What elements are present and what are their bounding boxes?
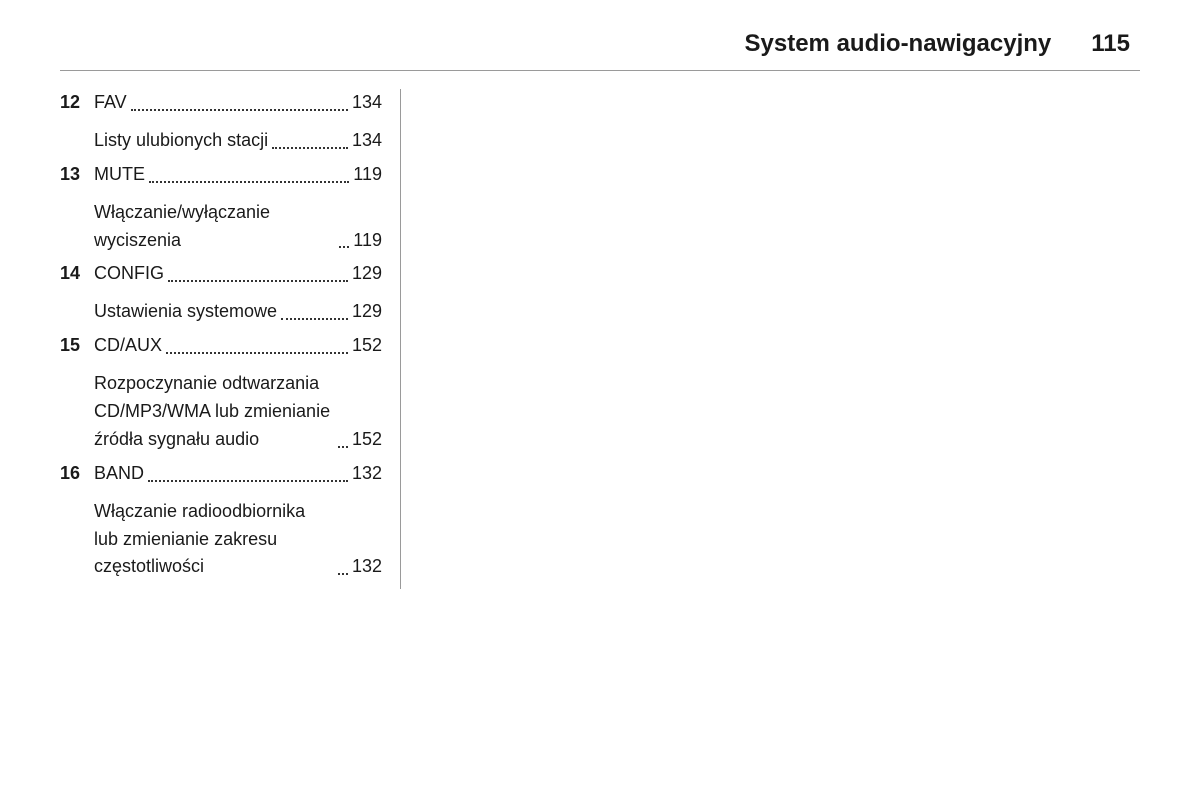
- dot-leader: [339, 234, 349, 249]
- column-separator: [400, 89, 401, 589]
- toc-entry: 15 CD/AUX 152: [60, 332, 382, 360]
- toc-subpage: 152: [352, 426, 382, 454]
- section-title: System audio-nawigacyjny: [745, 30, 1052, 58]
- dot-leader: [148, 467, 348, 482]
- dot-leader: [338, 433, 348, 448]
- toc-subentry: Włączanie/wyłączanie wyciszenia 119: [60, 199, 382, 255]
- toc-sublabel: Włączanie/wyłączanie wyciszenia: [94, 199, 335, 255]
- toc-body: Ustawienia systemowe 129: [94, 298, 382, 326]
- toc-page: 152: [352, 332, 382, 360]
- toc-number: 15: [60, 332, 94, 360]
- toc-body: MUTE 119: [94, 161, 382, 189]
- toc-body: CONFIG 129: [94, 260, 382, 288]
- toc-label: CD/AUX: [94, 332, 162, 360]
- dot-leader: [166, 339, 348, 354]
- toc-number: 16: [60, 460, 94, 488]
- toc-label: BAND: [94, 460, 144, 488]
- dot-leader: [272, 134, 348, 149]
- toc-entry: 14 CONFIG 129: [60, 260, 382, 288]
- toc-subentry: Ustawienia systemowe 129: [60, 298, 382, 326]
- dot-leader: [338, 561, 348, 576]
- dot-leader: [149, 168, 349, 183]
- toc-number: 12: [60, 89, 94, 117]
- toc-sublabel: Rozpoczynanie odtwarzania CD/MP3/WMA lub…: [94, 370, 334, 454]
- toc-page: 134: [352, 89, 382, 117]
- toc-body: BAND 132: [94, 460, 382, 488]
- toc-body: Rozpoczynanie odtwarzania CD/MP3/WMA lub…: [94, 370, 382, 454]
- column-1: 12 FAV 134 Listy ulubionych stacji 134 1…: [60, 89, 400, 589]
- page-header: System audio-nawigacyjny 115: [60, 30, 1140, 58]
- toc-subentry: Włączanie radioodbiornika lub zmienianie…: [60, 498, 382, 582]
- dot-leader: [168, 268, 348, 283]
- toc-label: CONFIG: [94, 260, 164, 288]
- page: System audio-nawigacyjny 115 12 FAV 134 …: [0, 0, 1200, 802]
- content-columns: 12 FAV 134 Listy ulubionych stacji 134 1…: [60, 89, 1140, 589]
- toc-sublabel: Listy ulubionych stacji: [94, 127, 268, 155]
- toc-body: Włączanie radioodbiornika lub zmienianie…: [94, 498, 382, 582]
- dot-leader: [281, 305, 348, 320]
- toc-page: 119: [353, 161, 382, 189]
- toc-label: FAV: [94, 89, 127, 117]
- toc-subpage: 129: [352, 298, 382, 326]
- toc-sublabel: Włączanie radioodbiornika lub zmienianie…: [94, 498, 334, 582]
- toc-body: CD/AUX 152: [94, 332, 382, 360]
- toc-entry: 16 BAND 132: [60, 460, 382, 488]
- toc-body: Włączanie/wyłączanie wyciszenia 119: [94, 199, 382, 255]
- dot-leader: [131, 96, 348, 111]
- header-rule: [60, 70, 1140, 71]
- toc-subentry: Rozpoczynanie odtwarzania CD/MP3/WMA lub…: [60, 370, 382, 454]
- toc-subpage: 132: [352, 553, 382, 581]
- toc-page: 132: [352, 460, 382, 488]
- toc-number: 13: [60, 161, 94, 189]
- toc-subpage: 119: [353, 227, 382, 255]
- toc-page: 129: [352, 260, 382, 288]
- toc-subentry: Listy ulubionych stacji 134: [60, 127, 382, 155]
- toc-label: MUTE: [94, 161, 145, 189]
- toc-sublabel: Ustawienia systemowe: [94, 298, 277, 326]
- toc-body: Listy ulubionych stacji 134: [94, 127, 382, 155]
- toc-number: 14: [60, 260, 94, 288]
- toc-subpage: 134: [352, 127, 382, 155]
- toc-entry: 12 FAV 134: [60, 89, 382, 117]
- page-number: 115: [1091, 30, 1130, 58]
- toc-entry: 13 MUTE 119: [60, 161, 382, 189]
- toc-body: FAV 134: [94, 89, 382, 117]
